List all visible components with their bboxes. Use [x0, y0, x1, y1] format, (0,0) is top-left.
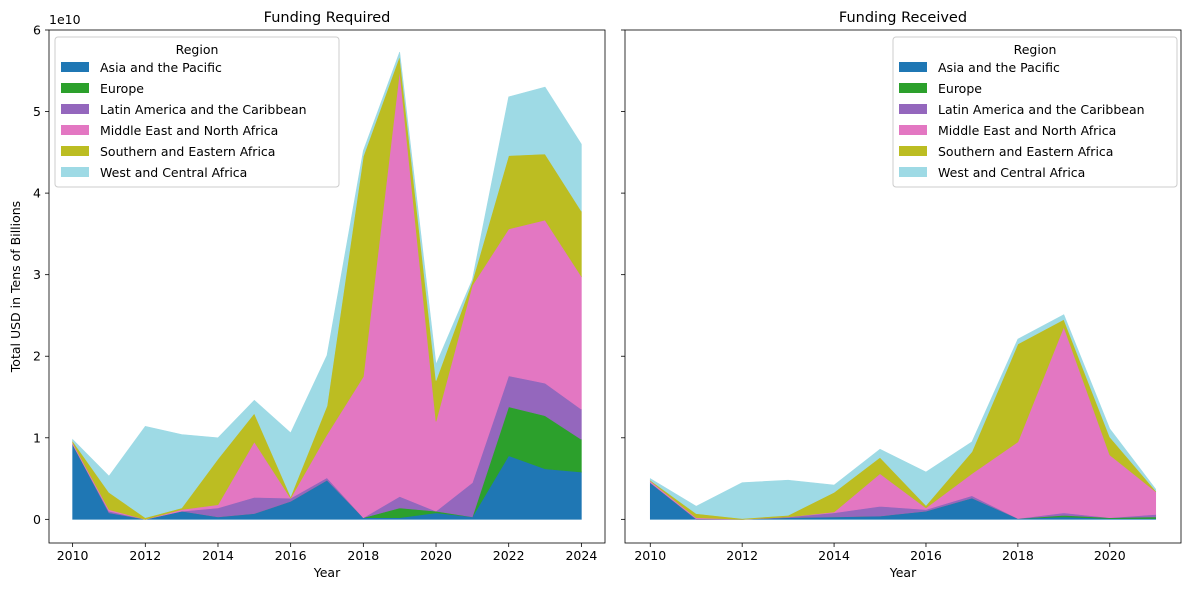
legend-swatch — [61, 167, 89, 177]
y-tick-label: 0 — [33, 512, 41, 527]
y-offset-label: 1e10 — [49, 12, 81, 27]
axes-frame — [624, 29, 1182, 544]
x-tick-label: 2020 — [1094, 548, 1126, 563]
legend-entry-label: Middle East and North Africa — [100, 123, 278, 138]
y-tick-label: 6 — [33, 23, 41, 38]
axes-frame — [48, 29, 606, 544]
legend: Region Asia and the Pacific Europe Latin Am… — [54, 36, 340, 188]
legend-entry-label: Europe — [100, 81, 144, 96]
y-tick-label: 2 — [33, 349, 41, 364]
chart-title: Funding Required — [264, 10, 391, 26]
area-series-5 — [72, 51, 582, 519]
x-tick-label: 2018 — [1002, 548, 1034, 563]
legend-box — [892, 36, 1178, 188]
x-tick-label: 2014 — [202, 548, 234, 563]
legend-entry-label: West and Central Africa — [100, 165, 247, 180]
x-axis-label: Year — [889, 565, 917, 580]
legend-swatch — [899, 125, 927, 135]
legend-entry-label: Europe — [938, 81, 982, 96]
chart-panel-0: 2010 2012 2014 2016 2018 2020 2022 2024 0 1 2 3 4 5 6 F… — [8, 10, 606, 580]
legend-swatch — [61, 146, 89, 156]
legend-swatch — [899, 104, 927, 114]
legend-entry-label: Latin America and the Caribbean — [100, 102, 307, 117]
legend-swatch — [899, 146, 927, 156]
legend-entry-label: Asia and the Pacific — [100, 60, 222, 75]
legend-title: Region — [176, 42, 219, 57]
x-tick-label: 2010 — [57, 548, 89, 563]
y-tick-label: 3 — [33, 267, 41, 282]
legend-entry-label: Asia and the Pacific — [938, 60, 1060, 75]
x-tick-label: 2016 — [275, 548, 307, 563]
y-tick-label: 1 — [33, 430, 41, 445]
chart-panel-1: 2010 2012 2014 2016 2018 2020 Funding Received… — [621, 10, 1182, 580]
x-tick-label: 2010 — [634, 548, 666, 563]
x-tick-label: 2018 — [347, 548, 379, 563]
legend-title: Region — [1014, 42, 1057, 57]
legend-swatch — [899, 83, 927, 93]
x-tick-label: 2016 — [910, 548, 942, 563]
legend-entry-label: West and Central Africa — [938, 165, 1085, 180]
x-tick-label: 2012 — [726, 548, 758, 563]
legend-swatch — [61, 62, 89, 72]
y-tick-label: 5 — [33, 104, 41, 119]
x-tick-label: 2020 — [420, 548, 452, 563]
area-series-5 — [649, 314, 1157, 519]
legend-entry-label: Latin America and the Caribbean — [938, 102, 1145, 117]
y-tick-label: 4 — [33, 186, 41, 201]
x-tick-label: 2024 — [565, 548, 597, 563]
legend-swatch — [61, 104, 89, 114]
legend-swatch — [61, 83, 89, 93]
legend: Region Asia and the Pacific Europe Latin Am… — [892, 36, 1178, 188]
legend-entry-label: Southern and Eastern Africa — [938, 144, 1113, 159]
y-axis-label: Total USD in Tens of Billions — [8, 201, 23, 373]
x-axis-label: Year — [313, 565, 341, 580]
legend-swatch — [899, 167, 927, 177]
x-tick-label: 2022 — [493, 548, 525, 563]
legend-entry-label: Middle East and North Africa — [938, 123, 1116, 138]
legend-swatch — [61, 125, 89, 135]
legend-box — [54, 36, 340, 188]
legend-swatch — [899, 62, 927, 72]
chart-title: Funding Received — [839, 10, 967, 26]
legend-entry-label: Southern and Eastern Africa — [100, 144, 275, 159]
x-tick-label: 2012 — [129, 548, 161, 563]
x-tick-label: 2014 — [818, 548, 850, 563]
